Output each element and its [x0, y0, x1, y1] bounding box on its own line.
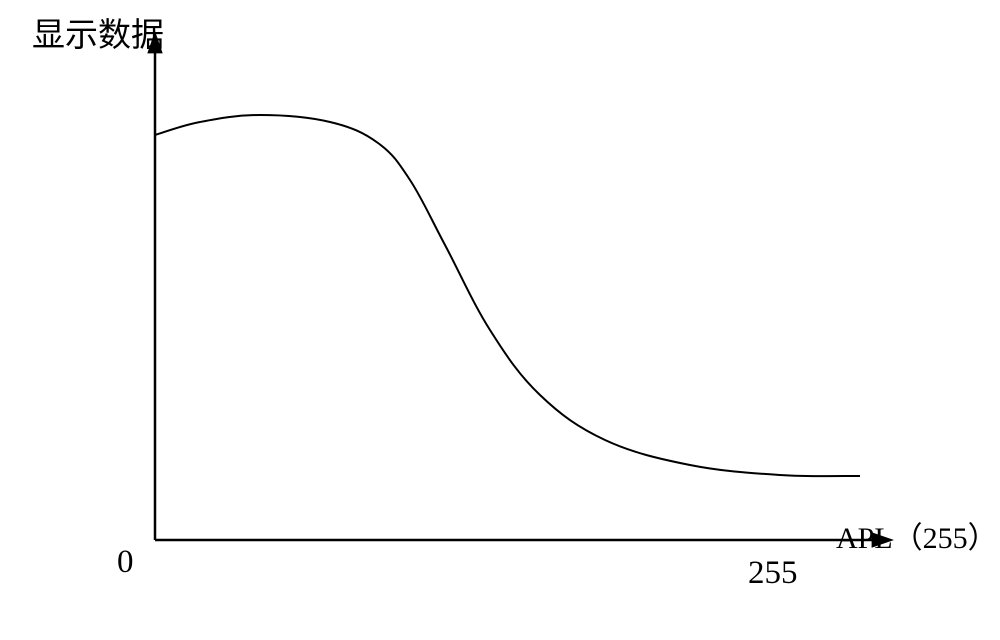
- y-axis-label: 显示数据: [32, 8, 164, 56]
- x-axis-label: APL（255）: [836, 513, 998, 557]
- x-max-tick-label: 255: [748, 555, 798, 592]
- origin-tick-label: 0: [117, 544, 134, 581]
- chart-container: 显示数据 APL（255） 0 255: [0, 0, 1000, 640]
- curve-line: [155, 115, 860, 476]
